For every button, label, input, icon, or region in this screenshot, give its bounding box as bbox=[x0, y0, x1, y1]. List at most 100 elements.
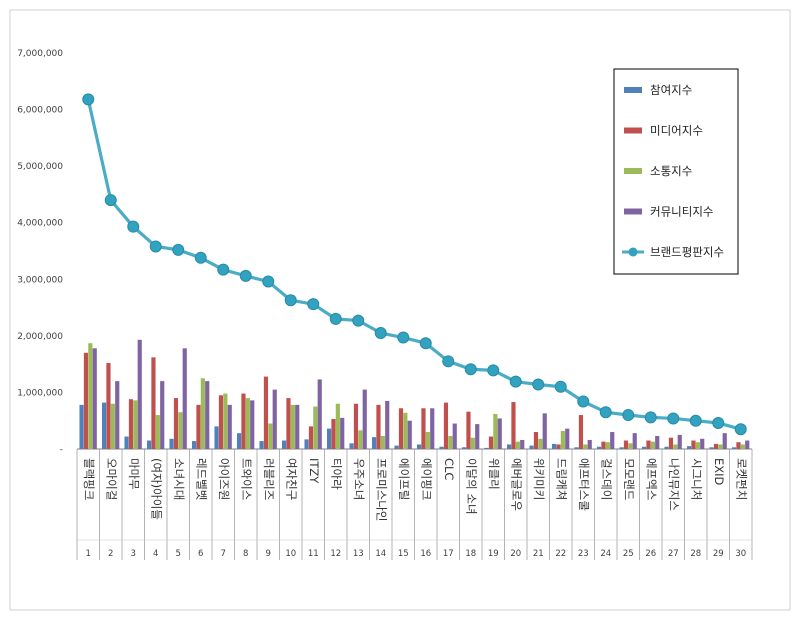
legend-label: 소통지수 bbox=[650, 164, 692, 178]
rank-label: 3 bbox=[131, 549, 136, 559]
bar bbox=[205, 381, 210, 449]
rank-label: 7 bbox=[221, 549, 226, 559]
bar bbox=[308, 426, 314, 449]
bar bbox=[155, 415, 160, 449]
bar bbox=[128, 399, 134, 449]
line-point bbox=[712, 416, 725, 429]
x-category-label: 레드벨벳 bbox=[194, 458, 208, 500]
rank-label: 5 bbox=[176, 549, 181, 559]
bar bbox=[178, 412, 183, 449]
legend-swatch bbox=[624, 168, 642, 174]
bar bbox=[214, 426, 219, 449]
bar bbox=[200, 378, 205, 449]
y-tick-label: 4,000,000 bbox=[17, 219, 63, 229]
rank-label: 27 bbox=[668, 549, 679, 559]
bar bbox=[191, 441, 197, 449]
line-point bbox=[487, 364, 500, 377]
bars bbox=[79, 339, 750, 449]
bar bbox=[628, 443, 633, 449]
line-point bbox=[464, 363, 477, 376]
x-category-label: 에이프릴 bbox=[397, 458, 411, 500]
y-tick-label: 1,000,000 bbox=[17, 388, 63, 398]
bar bbox=[493, 413, 498, 449]
x-category-label: 프로미스나인 bbox=[374, 458, 388, 521]
x-category-label: 위키미키 bbox=[532, 458, 546, 500]
bar bbox=[443, 402, 449, 449]
bar bbox=[430, 408, 435, 449]
line-point bbox=[554, 380, 567, 393]
rank-label: 30 bbox=[735, 549, 746, 559]
rank-label: 28 bbox=[690, 549, 701, 559]
rank-label: 2 bbox=[108, 549, 113, 559]
legend-marker bbox=[628, 247, 638, 257]
bar bbox=[88, 343, 93, 449]
bar bbox=[218, 395, 224, 449]
bar bbox=[281, 440, 287, 449]
bar bbox=[340, 417, 345, 449]
line-point bbox=[104, 194, 117, 207]
rank-label: 25 bbox=[623, 549, 634, 559]
bar bbox=[470, 437, 475, 449]
bar bbox=[227, 404, 232, 449]
bar bbox=[619, 447, 624, 449]
x-category-label: 마마무 bbox=[127, 458, 141, 490]
line-point bbox=[149, 240, 162, 253]
rank-label: 17 bbox=[443, 549, 454, 559]
bar bbox=[317, 379, 322, 449]
rank-label: 24 bbox=[600, 549, 611, 559]
x-category-label: 소녀시대 bbox=[172, 458, 186, 500]
bar bbox=[416, 444, 422, 449]
rank-label: 1 bbox=[86, 549, 91, 559]
bar bbox=[385, 400, 390, 449]
bar bbox=[398, 408, 404, 449]
bar bbox=[583, 444, 588, 449]
bar bbox=[529, 445, 534, 449]
bar bbox=[196, 404, 201, 449]
line-point bbox=[689, 414, 702, 427]
line-point bbox=[172, 243, 185, 256]
line-point bbox=[239, 269, 252, 282]
bar bbox=[79, 404, 84, 449]
bar bbox=[286, 398, 291, 449]
y-axis: 7,000,000 6,000,000 5,000,000 4,000,000 3,00… bbox=[17, 49, 63, 455]
bar bbox=[587, 439, 592, 449]
x-category-label: 애프터스쿨 bbox=[577, 458, 591, 511]
legend-swatch bbox=[624, 127, 642, 134]
bar bbox=[700, 438, 705, 449]
bar bbox=[371, 437, 377, 449]
line-point bbox=[284, 294, 297, 307]
line-point bbox=[329, 312, 342, 325]
bar bbox=[137, 339, 142, 449]
bar bbox=[403, 412, 408, 449]
legend-label: 참여지수 bbox=[650, 83, 692, 97]
line-point bbox=[442, 355, 455, 368]
bar bbox=[331, 419, 336, 449]
rank-label: 21 bbox=[533, 549, 544, 559]
rank-label: 11 bbox=[308, 549, 319, 559]
bar bbox=[677, 434, 682, 449]
rank-label: 14 bbox=[375, 549, 386, 559]
legend-label: 브랜드평판지수 bbox=[650, 245, 724, 259]
bar bbox=[475, 424, 480, 449]
rank-label: 29 bbox=[713, 549, 724, 559]
y-tick-label: 5,000,000 bbox=[17, 162, 63, 172]
x-category-label: 여자친구 bbox=[284, 458, 298, 500]
rank-label: 26 bbox=[645, 549, 656, 559]
bar bbox=[110, 403, 115, 449]
x-category-label: 에프엑스 bbox=[644, 458, 658, 500]
legend-swatch bbox=[624, 208, 642, 215]
bar bbox=[358, 430, 363, 449]
bar bbox=[439, 446, 444, 449]
bar bbox=[551, 443, 557, 449]
bar bbox=[646, 440, 651, 449]
x-category-label: 에이핑크 bbox=[419, 458, 433, 500]
rank-label: 9 bbox=[266, 549, 271, 559]
rank-label: 23 bbox=[578, 549, 589, 559]
bar bbox=[115, 381, 120, 449]
y-tick-label: - bbox=[60, 445, 63, 455]
bar bbox=[506, 444, 512, 449]
legend-label: 미디어지수 bbox=[650, 124, 703, 138]
bar bbox=[623, 440, 629, 449]
bar bbox=[718, 444, 723, 449]
